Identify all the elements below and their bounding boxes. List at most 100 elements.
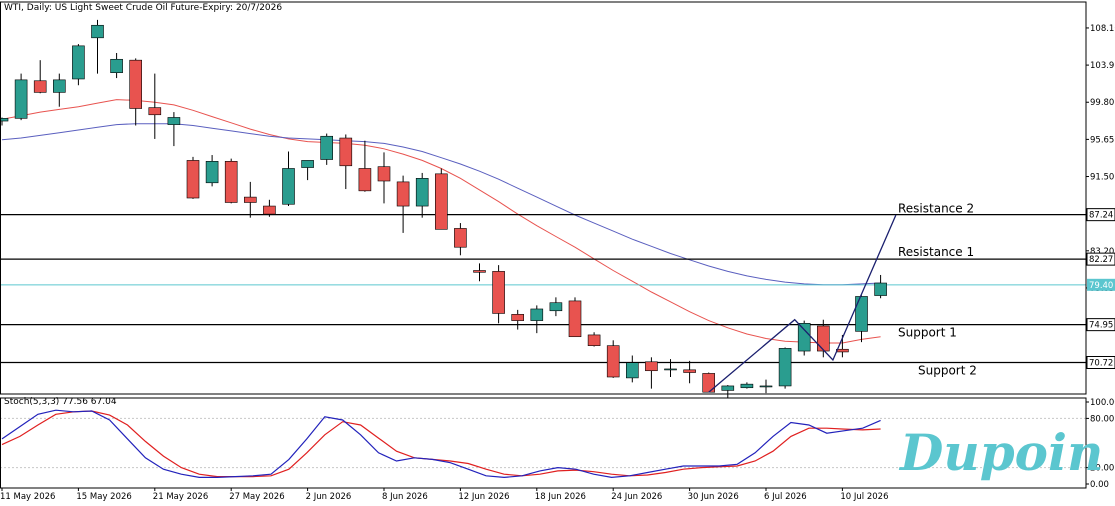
brand-logo: Dupoin [898, 423, 1103, 482]
date-tick-label: 6 Jul 2026 [764, 492, 807, 502]
candle-body [167, 117, 181, 125]
candle-body [664, 368, 677, 371]
candle-body [14, 79, 28, 119]
candle-body [91, 24, 104, 39]
date-tick-label: 24 Jun 2026 [611, 492, 662, 502]
moving-average-line [1, 123, 881, 286]
level-price-tag [1086, 318, 1115, 332]
candle-body [434, 173, 448, 230]
candle-body [759, 385, 773, 388]
candle-body [339, 137, 353, 167]
candle-body [110, 58, 123, 74]
candle-body [0, 118, 9, 122]
level-label: Resistance 1 [898, 245, 974, 259]
candle-body [263, 205, 276, 215]
candle-body [52, 79, 66, 93]
candle-body [224, 161, 238, 203]
candle-body [186, 160, 200, 199]
level-price-tag-text: 87.24 [1089, 211, 1113, 221]
candle-body [396, 181, 410, 207]
candle-body [511, 314, 525, 321]
date-tick-label: 18 Jun 2026 [535, 492, 586, 502]
price-tick-label: 99.80 [1090, 98, 1114, 108]
candle-body [702, 373, 716, 393]
axes-layer: 108.10103.9599.8095.6591.5087.3583.2079.… [0, 24, 1115, 502]
level-price-tag-text: 74.95 [1089, 321, 1113, 331]
level-label: Support 2 [918, 363, 977, 377]
stochastic-layer [0, 409, 1086, 479]
current-price-tag-text: 79.40 [1089, 281, 1113, 291]
stochastic-label: Stoch(5,3,3) 77.56 67.04 [4, 397, 117, 407]
candle-body [320, 135, 334, 160]
date-tick-label: 2 Jun 2026 [306, 492, 352, 502]
candle-body [606, 345, 620, 378]
date-tick-label: 10 Jul 2026 [840, 492, 888, 502]
levels-layer: Resistance 2 Resistance 1 Support 1 Support… [0, 202, 1086, 377]
level-price-tag [1086, 252, 1115, 266]
stochastic-k-line [1, 409, 881, 479]
candle-body [454, 228, 467, 248]
candles-layer [0, 19, 887, 398]
candle-body [301, 160, 314, 168]
main-panel-frame [0, 1, 1087, 395]
trend-line-layer [708, 214, 897, 393]
price-tick-label: 108.10 [1090, 24, 1115, 34]
date-tick-label: 11 May 2026 [0, 492, 55, 502]
candle-body [740, 383, 754, 389]
candle-body [625, 362, 639, 379]
stochastic-tick-label: 100.00 [1090, 398, 1115, 408]
candle-body [721, 385, 735, 391]
price-tick-label: 95.65 [1090, 135, 1114, 145]
candle-body [797, 322, 811, 352]
candle-body [473, 270, 486, 273]
candle-body [778, 348, 792, 387]
candle-body [683, 369, 696, 373]
candle-body [244, 196, 257, 203]
level-price-tag-text: 82.27 [1089, 255, 1113, 265]
candle-body [549, 302, 563, 312]
stochastic-tick-label: 80.00 [1090, 414, 1114, 424]
candle-body [568, 300, 582, 338]
date-tick-label: 30 Jun 2026 [688, 492, 739, 502]
candle-body [816, 325, 830, 352]
candle-body [874, 282, 887, 296]
date-tick-label: 21 May 2026 [153, 492, 208, 502]
candle-body [205, 161, 219, 184]
candle-body [530, 308, 544, 321]
stochastic-tick-label: 0.00 [1090, 480, 1109, 490]
date-tick-label: 12 Jun 2026 [458, 492, 509, 502]
level-label: Support 1 [898, 326, 957, 340]
price-tick-label: 83.20 [1090, 247, 1114, 257]
level-price-tag [1086, 355, 1115, 369]
candle-body [587, 334, 601, 346]
price-tick-label: 103.95 [1090, 61, 1115, 71]
stochastic-tick-label: 20.00 [1090, 464, 1114, 474]
chart-title: WTI, Daily: US Light Sweet Crude Oil Fut… [4, 3, 282, 13]
candle-body [855, 296, 868, 332]
level-price-tag-text: 70.72 [1089, 358, 1113, 368]
level-price-tag [1086, 208, 1115, 222]
candle-body [72, 45, 85, 80]
candle-body [377, 166, 391, 182]
candle-body [645, 361, 658, 372]
date-tick-label: 15 May 2026 [76, 492, 131, 502]
price-tick-label: 91.50 [1090, 173, 1114, 183]
stochastic-d-line [1, 410, 881, 478]
date-tick-label: 27 May 2026 [229, 492, 284, 502]
candle-body [148, 107, 162, 116]
level-label: Resistance 2 [898, 202, 974, 216]
current-price-tag [1087, 278, 1115, 291]
candle-body [282, 168, 295, 205]
candle-body [492, 271, 505, 314]
date-tick-label: 8 Jun 2026 [382, 492, 428, 502]
frame-layer [0, 1, 1087, 489]
candle-body [33, 80, 47, 93]
candle-body [836, 348, 849, 353]
stochastic-panel-frame [0, 397, 1087, 489]
trend-line [708, 214, 897, 393]
candle-body [129, 59, 142, 109]
candle-body [358, 168, 372, 192]
candle-body [415, 178, 429, 207]
